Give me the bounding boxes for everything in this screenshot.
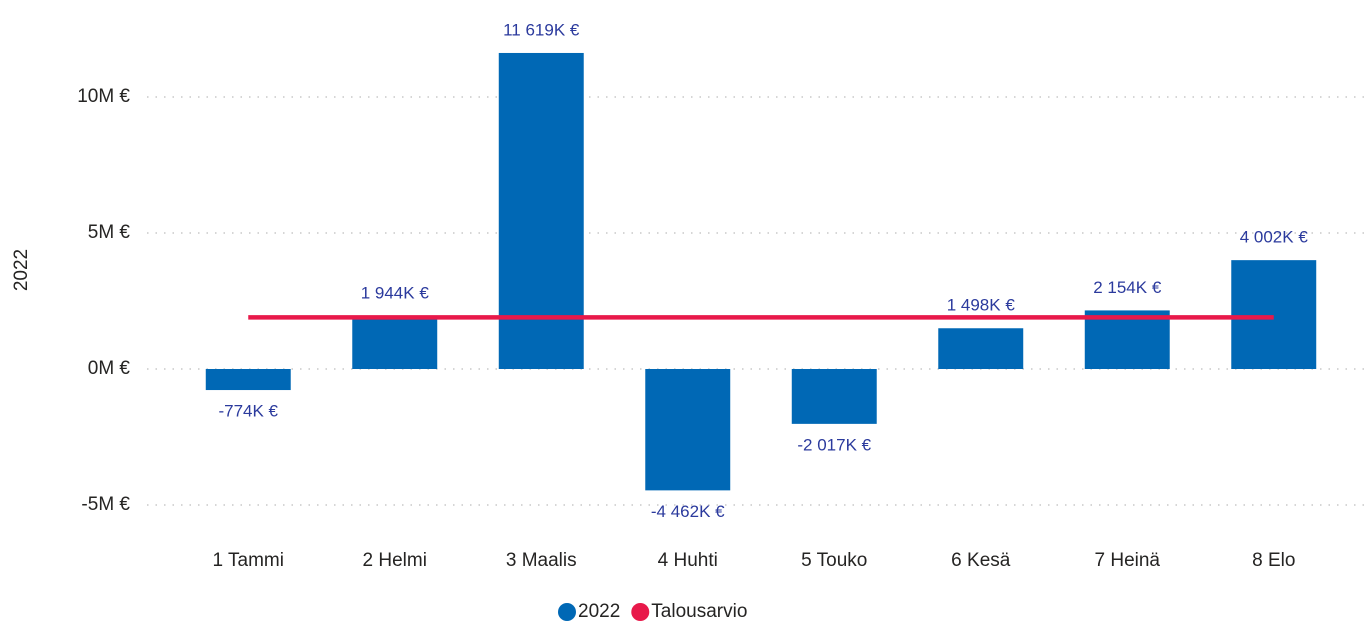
y-tick-label: 0M € (88, 358, 131, 379)
x-tick-label: 6 Kesä (951, 550, 1011, 571)
legend-label: Talousarvio (651, 601, 747, 622)
data-label: 1 944K € (361, 284, 430, 303)
x-tick-label: 1 Tammi (213, 550, 284, 571)
x-tick-label: 3 Maalis (506, 550, 577, 571)
data-label: 4 002K € (1240, 228, 1309, 247)
x-tick-label: 8 Elo (1252, 550, 1295, 571)
x-tick-label: 7 Heinä (1095, 550, 1161, 571)
y-axis-title: 2022 (11, 249, 32, 291)
legend-marker (558, 603, 576, 621)
x-tick-label: 2 Helmi (363, 550, 427, 571)
y-tick-label: -5M € (81, 494, 130, 515)
y-tick-label: 10M € (77, 86, 130, 107)
bar (791, 369, 877, 424)
data-label: -774K € (218, 402, 278, 421)
bar (938, 328, 1024, 369)
y-tick-label: 5M € (88, 222, 131, 243)
legend-marker (631, 603, 650, 621)
bar (645, 369, 731, 491)
data-label: 11 619K € (503, 20, 580, 39)
x-tick-label: 5 Touko (801, 550, 867, 571)
data-label: 2 154K € (1093, 278, 1162, 297)
bar (498, 52, 584, 370)
bar (352, 316, 438, 369)
bar (205, 369, 291, 391)
x-tick-label: 4 Huhti (658, 550, 718, 571)
data-label: -4 462K € (651, 502, 725, 521)
data-label: 1 498K € (947, 296, 1016, 315)
bar (1231, 260, 1317, 369)
data-label: -2 017K € (797, 435, 871, 454)
bar (1084, 310, 1170, 369)
legend-label: 2022 (578, 601, 620, 622)
